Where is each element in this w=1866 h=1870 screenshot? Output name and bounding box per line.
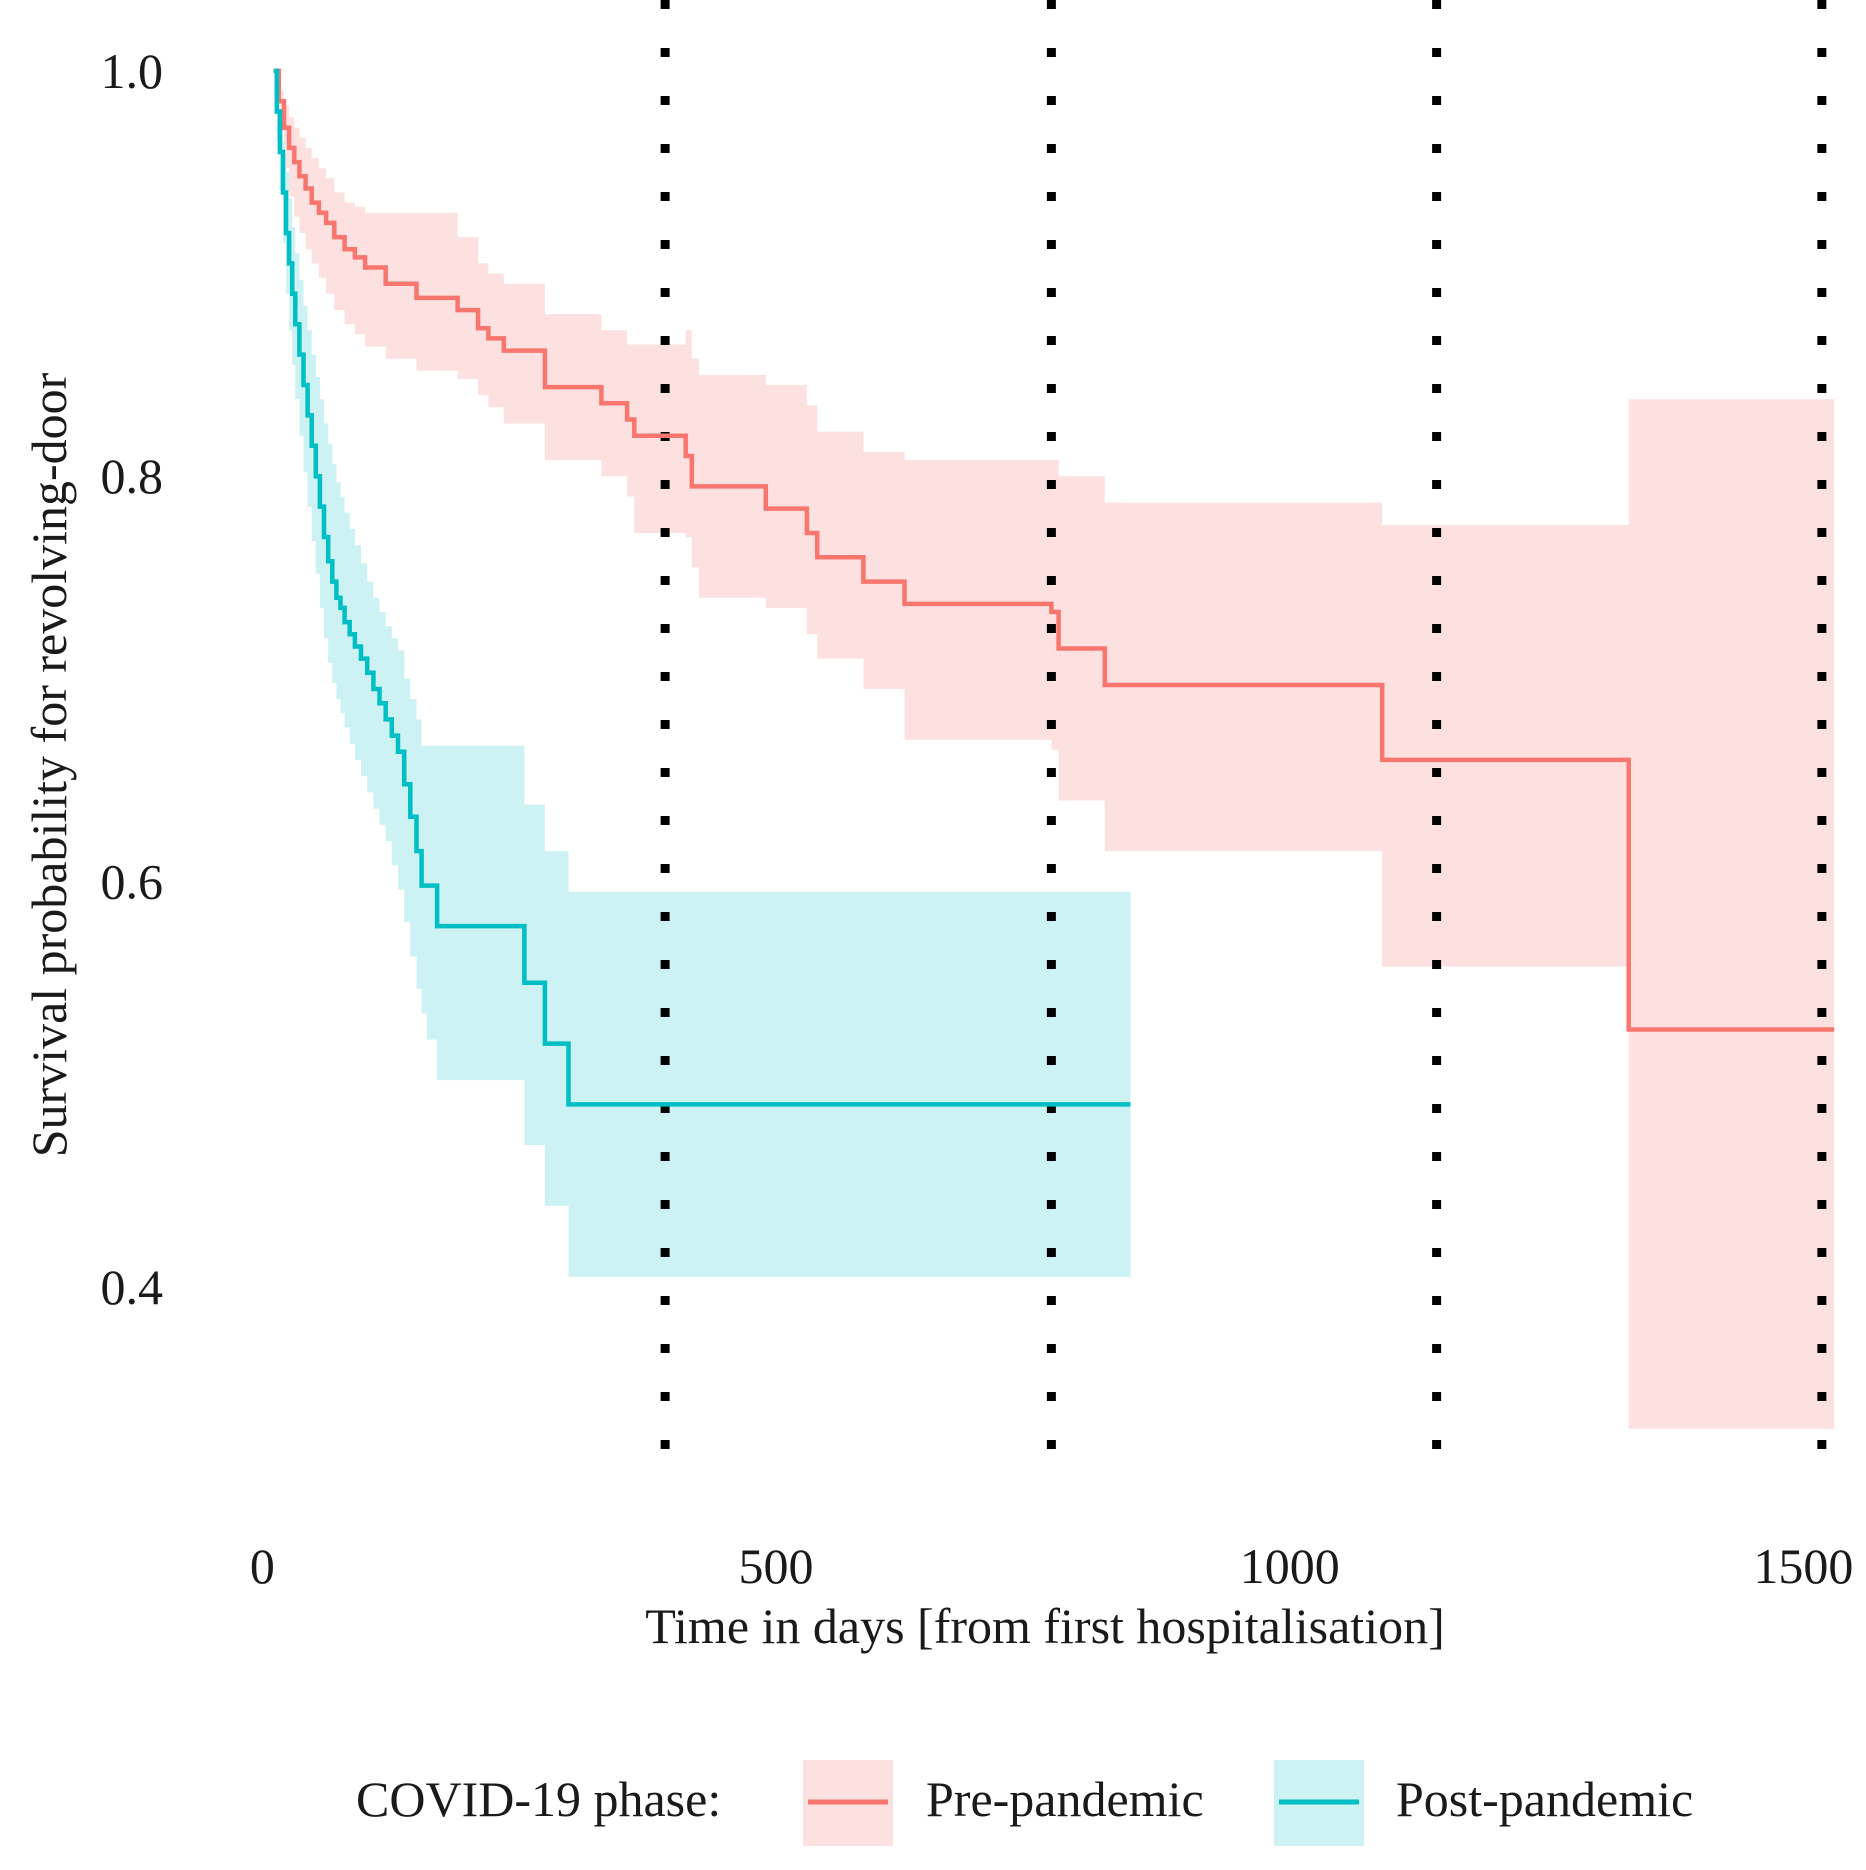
y-tick-label: 0.4: [101, 1259, 164, 1315]
y-tick-label: 0.6: [101, 854, 164, 910]
y-tick-label: 1.0: [101, 43, 164, 99]
x-tick-label: 1500: [1753, 1538, 1853, 1594]
x-tick-label: 0: [250, 1538, 275, 1594]
confidence-bands: [273, 70, 1835, 1429]
legend-item-pre-pandemic: Pre-pandemic: [803, 1760, 1204, 1846]
legend-item-post-pandemic: Post-pandemic: [1274, 1760, 1693, 1846]
reference-lines: [660, 0, 1827, 1470]
y-axis-title: Survival probability for revolving-door: [21, 372, 77, 1157]
curve-post-pandemic: [273, 68, 1131, 1107]
legend: COVID-19 phase: Pre-pandemic Post-pandem…: [356, 1760, 1693, 1846]
legend-title: COVID-19 phase:: [356, 1771, 721, 1827]
band-post-pandemic: [273, 70, 1131, 1277]
x-axis-ticks: 0 500 1000 1500: [250, 1538, 1853, 1594]
x-tick-label: 500: [739, 1538, 814, 1594]
y-tick-label: 0.8: [101, 448, 164, 504]
legend-label-pre-pandemic: Pre-pandemic: [926, 1771, 1204, 1827]
band-pre-pandemic: [273, 70, 1835, 1429]
legend-label-post-pandemic: Post-pandemic: [1396, 1771, 1693, 1827]
survival-curves: [273, 68, 1835, 1107]
curve-pre-pandemic: [273, 68, 1835, 1032]
x-tick-label: 1000: [1240, 1538, 1340, 1594]
x-axis-title: Time in days [from first hospitalisation…: [645, 1598, 1445, 1654]
y-axis-ticks: 0.4 0.6 0.8 1.0: [101, 43, 164, 1315]
